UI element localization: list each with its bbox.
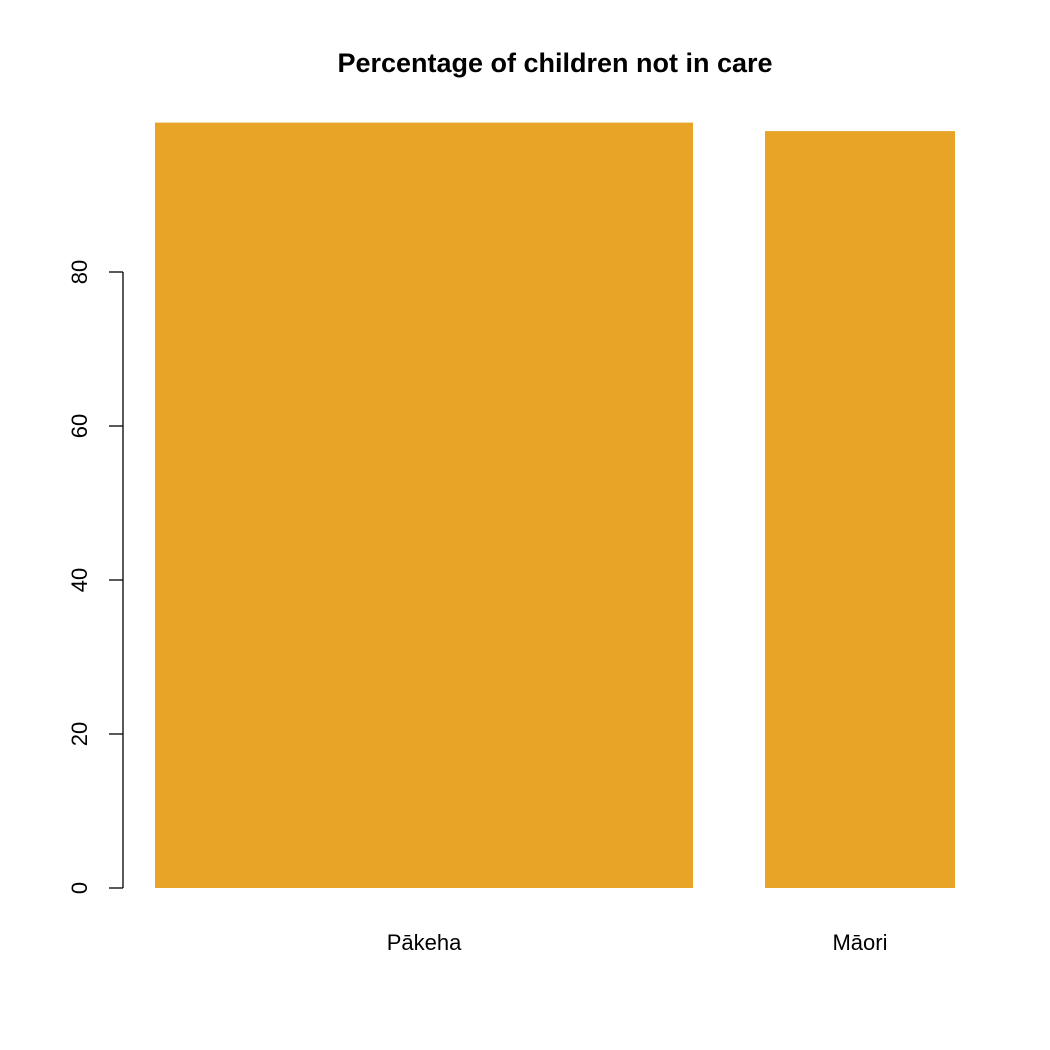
x-tick-label: Māori (832, 930, 887, 955)
y-tick-label: 60 (67, 414, 92, 438)
x-axis-labels: Pākeha Māori (387, 930, 888, 955)
bar (155, 122, 693, 889)
y-tick-label: 0 (67, 882, 92, 894)
y-tick-label: 40 (67, 568, 92, 592)
y-tick-label: 80 (67, 260, 92, 284)
bars (155, 122, 955, 889)
chart-title: Percentage of children not in care (337, 48, 772, 78)
y-tick-label: 20 (67, 722, 92, 746)
y-axis: 0 20 40 60 80 (67, 260, 124, 894)
x-tick-label: Pākeha (387, 930, 462, 955)
bar (765, 131, 955, 889)
